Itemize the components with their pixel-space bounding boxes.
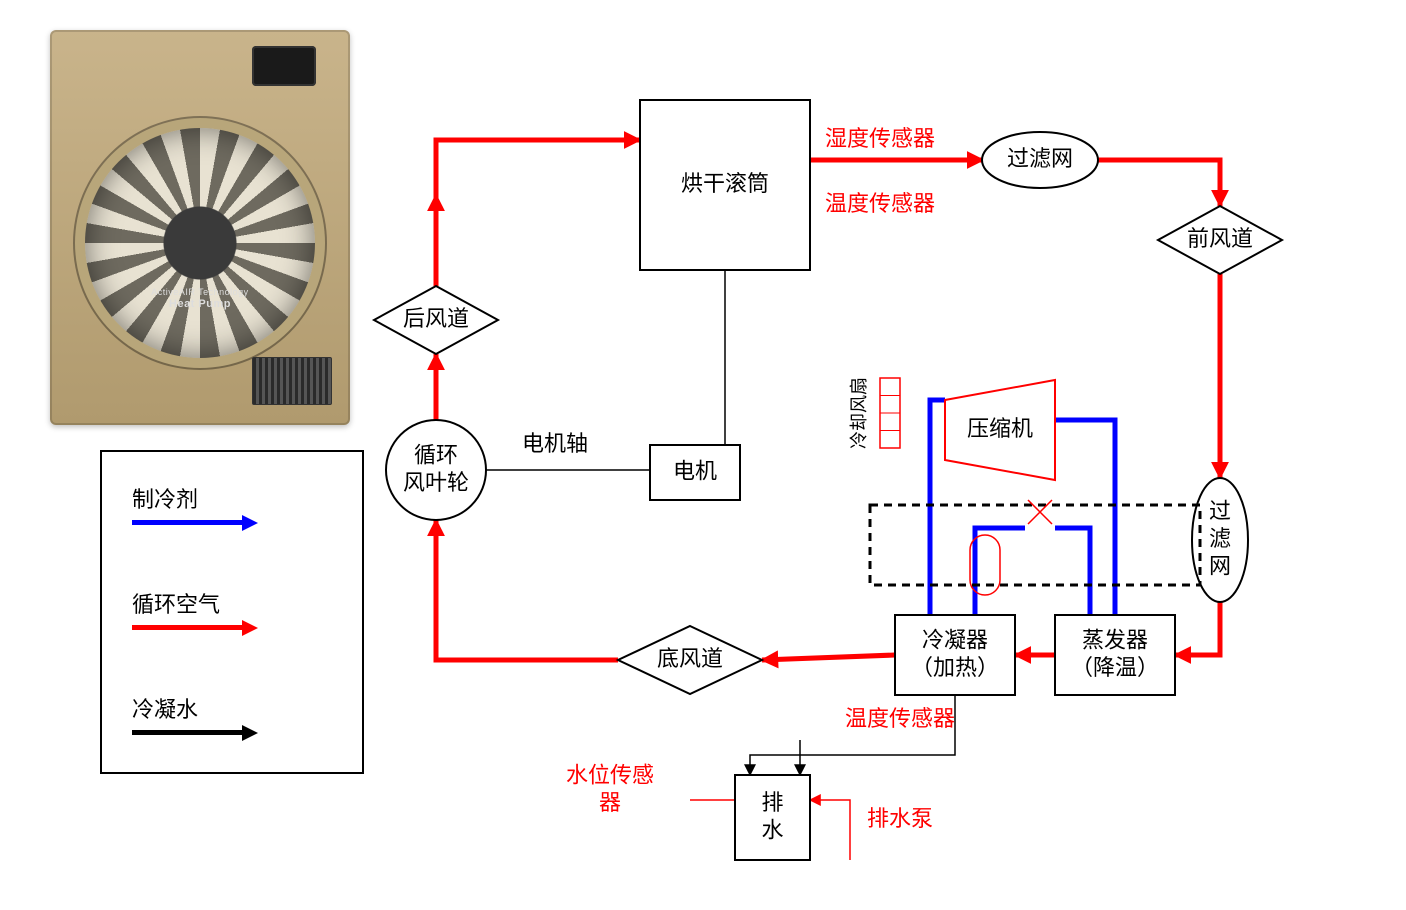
svg-text:底风道: 底风道 bbox=[657, 646, 723, 671]
svg-text:后风道: 后风道 bbox=[403, 306, 469, 331]
svg-text:排水泵: 排水泵 bbox=[867, 806, 933, 831]
svg-text:电机轴: 电机轴 bbox=[522, 431, 588, 456]
svg-text:过滤网: 过滤网 bbox=[1007, 146, 1073, 171]
flow-diagram: 烘干滚筒过滤网前风道后风道循环风叶轮电机底风道冷凝器（加热）蒸发器（降温）过滤网… bbox=[0, 0, 1406, 910]
svg-text:过滤网: 过滤网 bbox=[1209, 498, 1231, 578]
svg-text:冷却风扇: 冷却风扇 bbox=[849, 377, 869, 449]
svg-text:湿度传感器: 湿度传感器 bbox=[825, 126, 935, 151]
svg-text:烘干滚筒: 烘干滚筒 bbox=[681, 171, 769, 196]
svg-text:电机: 电机 bbox=[673, 458, 717, 483]
svg-text:水位传感器: 水位传感器 bbox=[566, 762, 654, 815]
svg-text:前风道: 前风道 bbox=[1187, 226, 1253, 251]
svg-text:压缩机: 压缩机 bbox=[967, 416, 1033, 441]
diagram-stage: ActiveAIR Technology Heat Pump 制冷剂循环空气冷凝… bbox=[0, 0, 1406, 910]
svg-text:温度传感器: 温度传感器 bbox=[845, 706, 955, 731]
svg-text:温度传感器: 温度传感器 bbox=[825, 191, 935, 216]
